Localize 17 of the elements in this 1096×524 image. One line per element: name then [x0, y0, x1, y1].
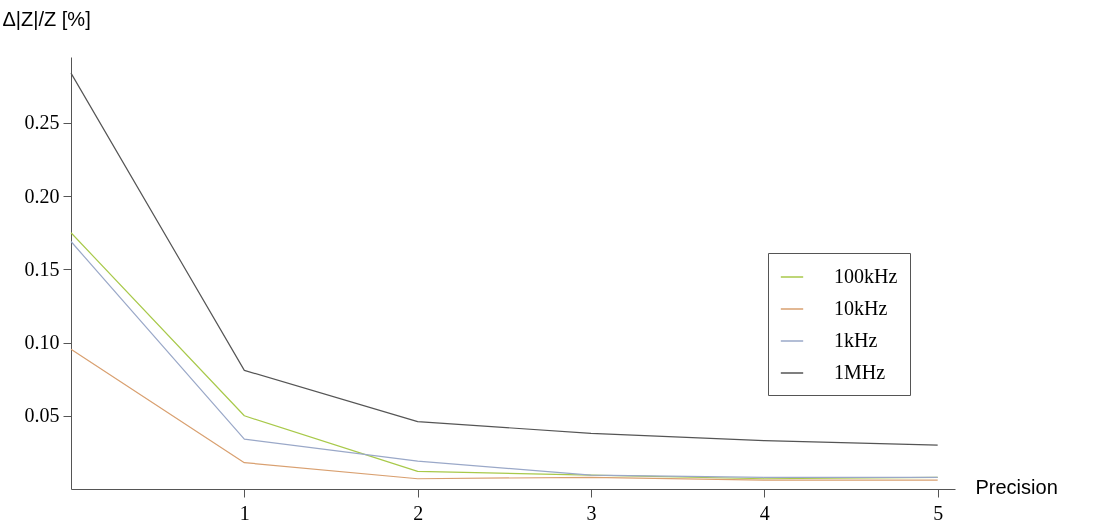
legend-label: 1MHz — [834, 361, 886, 383]
legend-label: 1kHz — [834, 329, 878, 351]
y-tick-label: 0.15 — [24, 257, 60, 280]
y-axis-title: Δ|Z|/Z [%] — [2, 7, 91, 30]
x-tick-label: 3 — [586, 501, 597, 524]
x-tick-label: 4 — [759, 501, 770, 524]
line-series — [70, 348, 939, 481]
legend-label: 10kHz — [834, 297, 888, 319]
legend-label: 100kHz — [834, 265, 898, 287]
y-tick-label: 0.20 — [24, 184, 60, 207]
x-tick-label: 1 — [239, 501, 250, 524]
x-axis-title: Precision — [975, 475, 1058, 498]
y-tick-label: 0.10 — [24, 331, 60, 354]
y-tick-label: 0.25 — [24, 111, 60, 134]
x-tick-label: 2 — [413, 501, 424, 524]
x-tick-label: 5 — [933, 501, 944, 524]
y-tick-label: 0.05 — [24, 404, 60, 427]
